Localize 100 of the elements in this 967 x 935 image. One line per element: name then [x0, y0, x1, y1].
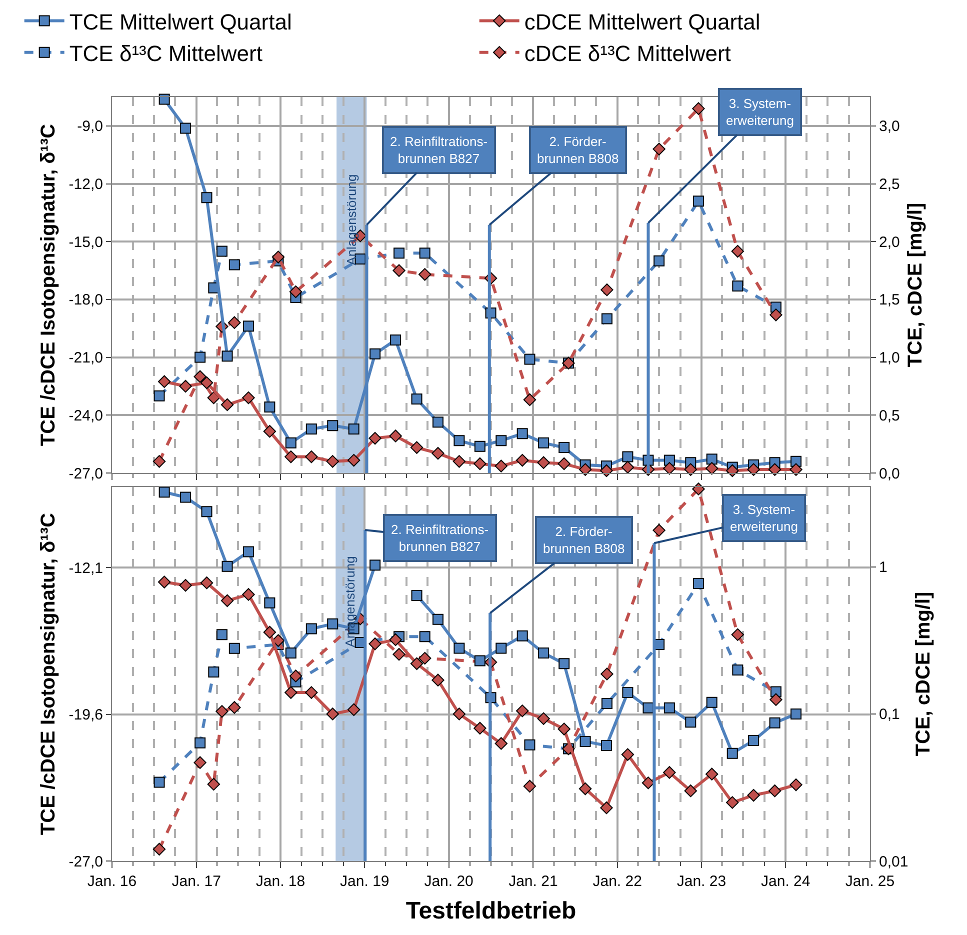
- point: [419, 248, 430, 259]
- point: [216, 246, 228, 257]
- point: [228, 642, 240, 654]
- point: [621, 748, 634, 761]
- point: [768, 463, 782, 476]
- y-tick-label: -27,0: [68, 465, 103, 482]
- point: [654, 255, 665, 266]
- point: [685, 716, 696, 728]
- point: [418, 268, 432, 281]
- point: [692, 102, 705, 115]
- point: [494, 737, 508, 750]
- y2-tick-label: 2,5: [879, 176, 900, 194]
- point: [228, 316, 241, 329]
- band-label: Anlagenstörung: [344, 174, 359, 266]
- point: [454, 435, 465, 446]
- point: [706, 696, 718, 708]
- y2-tick-label: 1,0: [879, 350, 900, 367]
- point: [516, 454, 529, 467]
- point: [411, 590, 422, 601]
- point: [158, 375, 171, 388]
- point: [216, 705, 228, 718]
- point: [652, 142, 666, 156]
- point: [180, 122, 192, 134]
- point: [558, 722, 570, 736]
- y-tick-label: -12,1: [68, 560, 103, 577]
- point: [621, 460, 634, 474]
- point: [326, 708, 339, 720]
- point: [524, 739, 536, 750]
- point: [600, 283, 614, 296]
- point: [769, 717, 780, 728]
- point: [194, 756, 206, 769]
- point: [285, 647, 296, 658]
- x-tick-label: Jan. 21: [508, 873, 558, 890]
- point: [454, 642, 465, 654]
- point: [228, 259, 240, 270]
- point: [747, 463, 760, 476]
- point: [216, 629, 228, 640]
- point: [390, 334, 402, 346]
- y2-tick-label: 0,01: [879, 853, 908, 870]
- point: [284, 686, 298, 699]
- x-tick-label: Jan. 25: [845, 873, 895, 890]
- point: [726, 464, 739, 478]
- y2-axis-title: TCE, cDCE [mg/l]: [904, 202, 926, 368]
- point: [768, 784, 782, 798]
- ref-line-label: 2. Reinfiltrations- brunnen B827: [390, 134, 488, 166]
- point: [706, 768, 718, 780]
- point: [152, 842, 166, 856]
- y-tick-label: -12,0: [68, 176, 103, 194]
- point: [663, 766, 676, 779]
- y-tick-label: -21,0: [68, 350, 103, 367]
- ref-line-label: 2. Förder- brunnen B808: [537, 134, 619, 166]
- point: [368, 432, 382, 445]
- ref-line-label: 3. System- erweiterung: [730, 502, 798, 534]
- point: [207, 391, 220, 404]
- point: [194, 352, 206, 363]
- point: [538, 437, 550, 448]
- point: [154, 776, 165, 788]
- point: [790, 463, 802, 476]
- point: [558, 658, 570, 670]
- point: [348, 424, 360, 435]
- point: [558, 442, 570, 454]
- legend-label: cDCE δ¹³C Mittelwert: [524, 40, 731, 66]
- point: [222, 350, 233, 362]
- legend-label: TCE δ¹³C Mittelwert: [69, 40, 262, 66]
- point: [264, 402, 276, 413]
- point: [692, 482, 705, 496]
- point: [200, 576, 214, 590]
- point: [392, 264, 406, 277]
- point: [411, 393, 422, 404]
- point: [790, 708, 802, 720]
- point: [370, 560, 381, 571]
- point: [180, 492, 192, 503]
- point: [732, 280, 744, 292]
- y2-tick-label: 3,0: [879, 118, 900, 136]
- point: [222, 560, 233, 572]
- point: [289, 285, 302, 298]
- point: [327, 618, 338, 630]
- point: [770, 693, 782, 706]
- point: [392, 648, 406, 661]
- point: [432, 614, 444, 625]
- point: [538, 647, 550, 658]
- y-axis-title: TCE /cDCE Isotopensignatur, δ¹³C: [37, 512, 60, 836]
- point: [201, 192, 212, 204]
- legend-label: TCE Mittelwert Quartal: [69, 9, 292, 34]
- legend-label: cDCE Mittelwert Quartal: [524, 9, 760, 34]
- x-tick-label: Jan. 23: [676, 873, 726, 890]
- point: [663, 462, 676, 475]
- point: [726, 796, 739, 809]
- point: [158, 94, 170, 105]
- y2-tick-label: 1: [879, 559, 888, 576]
- point: [524, 354, 536, 365]
- point: [600, 801, 613, 814]
- point: [684, 463, 697, 476]
- point: [200, 376, 214, 390]
- point: [326, 455, 339, 468]
- point: [731, 244, 744, 258]
- point: [452, 455, 466, 468]
- point: [432, 416, 444, 428]
- point: [179, 380, 192, 393]
- y-tick-label: -24,0: [68, 407, 103, 424]
